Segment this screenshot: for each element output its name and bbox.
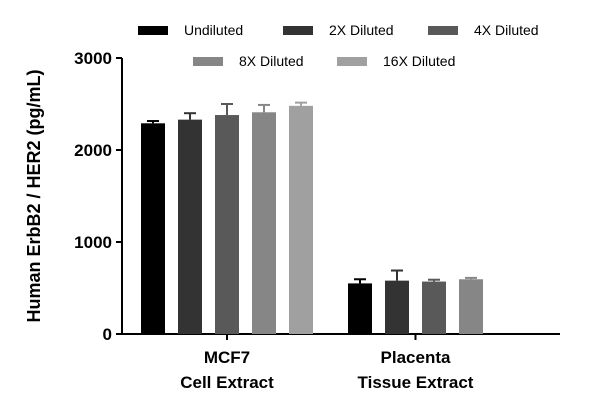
y-tick-label: 2000 (74, 141, 112, 160)
bar (141, 123, 165, 334)
x-axis: MCF7 Cell Extract Placenta Tissue Extract (122, 333, 560, 392)
y-tick-label: 0 (103, 325, 112, 344)
legend-label: 4X Diluted (474, 22, 539, 38)
bar (252, 112, 276, 334)
legend-swatch (337, 57, 367, 66)
bar (348, 283, 372, 334)
y-axis-label: Human ErbB2 / HER2 (pg/mL) (24, 69, 44, 322)
legend-swatch (193, 57, 223, 66)
bar (178, 119, 202, 334)
category-label-line1: Placenta (381, 348, 451, 367)
legend-swatch (138, 26, 168, 35)
category-label-line2: Tissue Extract (358, 373, 474, 392)
legend-swatch (283, 26, 313, 35)
category-label-line2: Cell Extract (180, 373, 274, 392)
y-tick-label: 3000 (74, 49, 112, 68)
bars (141, 101, 483, 334)
legend-swatch (428, 26, 458, 35)
legend-label: 8X Diluted (239, 53, 304, 69)
bar (459, 279, 483, 334)
y-axis: 0 1000 2000 3000 (74, 49, 123, 344)
bar (422, 281, 446, 334)
bar (215, 115, 239, 334)
legend-label: 16X Diluted (383, 53, 455, 69)
bar (289, 105, 313, 334)
legend-label: Undiluted (184, 22, 243, 38)
category-label-line1: MCF7 (204, 348, 250, 367)
bar (385, 280, 409, 334)
legend: Undiluted 2X Diluted 4X Diluted 8X Diluted 1… (138, 22, 539, 69)
y-tick-label: 1000 (74, 233, 112, 252)
legend-label: 2X Diluted (329, 22, 394, 38)
